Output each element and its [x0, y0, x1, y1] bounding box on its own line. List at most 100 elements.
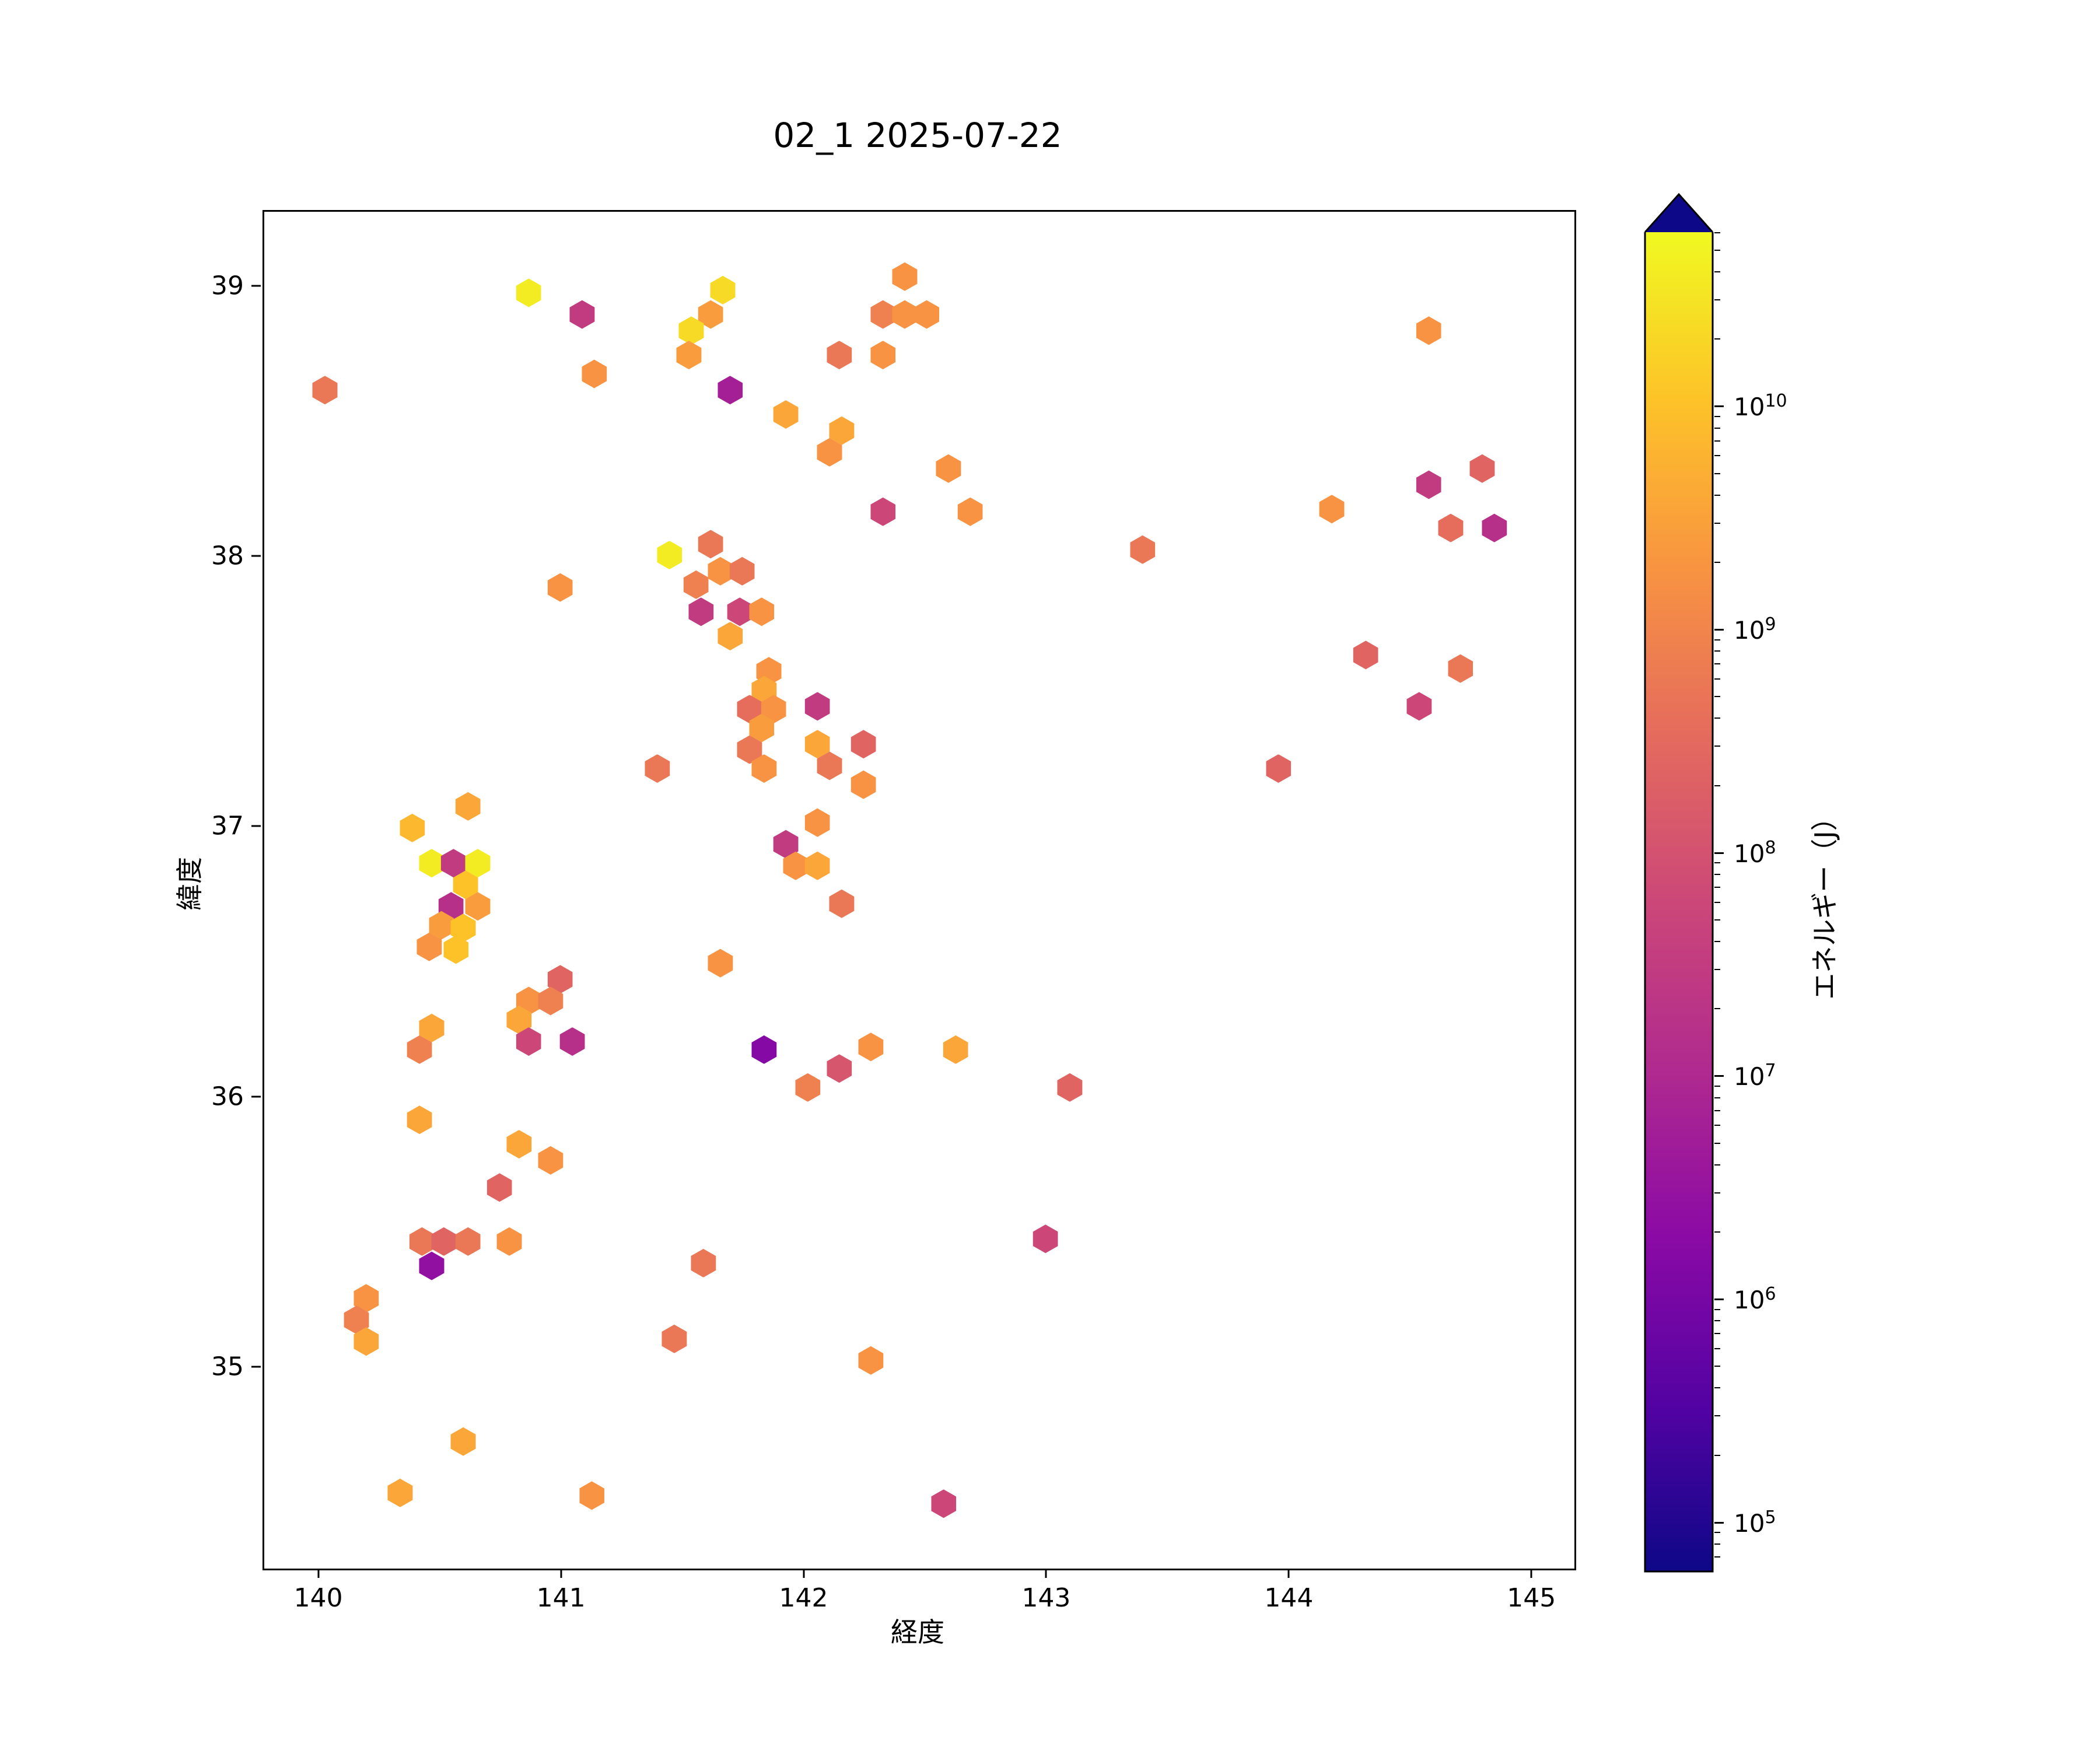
hex-point: [943, 1035, 968, 1064]
colorbar-minor-tick-mark: [1714, 1125, 1720, 1126]
hex-point: [407, 1105, 432, 1135]
colorbar-minor-tick-mark: [1714, 862, 1720, 864]
hex-point: [409, 1227, 435, 1256]
colorbar-tick-mark: [1714, 1075, 1724, 1077]
colorbar-tick-label: 1010: [1734, 391, 1787, 422]
hex-point: [718, 622, 743, 650]
hex-point: [419, 849, 444, 878]
colorbar-minor-tick-mark: [1714, 663, 1720, 665]
colorbar-minor-tick-mark: [1714, 1415, 1720, 1417]
colorbar-minor-tick-mark: [1714, 901, 1720, 903]
colorbar-tick-label: 105: [1734, 1507, 1776, 1538]
hex-point: [827, 341, 852, 370]
hex-point: [579, 1481, 604, 1510]
y-tick-mark: [251, 285, 261, 287]
hex-point: [727, 597, 752, 626]
colorbar-minor-tick-mark: [1714, 718, 1720, 719]
hex-point: [400, 813, 425, 842]
colorbar-minor-tick-mark: [1714, 1008, 1720, 1010]
colorbar-minor-tick-mark: [1714, 250, 1720, 251]
x-tick-label: 143: [1021, 1583, 1071, 1613]
colorbar-minor-tick-mark: [1714, 1543, 1720, 1545]
colorbar-minor-tick-mark: [1714, 1110, 1720, 1111]
y-tick-label: 35: [211, 1352, 244, 1382]
hex-point: [850, 730, 876, 759]
hex-point: [936, 454, 961, 483]
hex-point: [1130, 535, 1156, 564]
hex-point: [582, 359, 607, 388]
colorbar-minor-tick-mark: [1714, 522, 1720, 524]
hex-point: [751, 1035, 777, 1064]
y-tick-label: 39: [211, 271, 244, 301]
colorbar-minor-tick-mark: [1714, 494, 1720, 496]
colorbar-minor-tick-mark: [1714, 873, 1720, 875]
colorbar-outline: [1644, 232, 1714, 1573]
colorbar-tick-label: 106: [1734, 1284, 1776, 1315]
hex-point: [1482, 513, 1507, 542]
hex-point: [892, 300, 918, 329]
hex-point: [1448, 654, 1473, 683]
x-tick-label: 142: [779, 1583, 828, 1613]
hex-point: [870, 300, 896, 329]
hex-point: [858, 1032, 884, 1062]
hex-point: [1057, 1073, 1083, 1102]
y-axis-label: 緯度: [174, 857, 205, 911]
colorbar-minor-tick-mark: [1714, 1454, 1720, 1456]
colorbar-tick-mark: [1714, 852, 1724, 854]
hex-point: [1353, 640, 1378, 670]
x-tick-label: 144: [1264, 1583, 1314, 1613]
hex-point: [487, 1173, 512, 1202]
colorbar-minor-tick-mark: [1714, 1333, 1720, 1335]
colorbar-minor-tick-mark: [1714, 639, 1720, 640]
y-tick-mark: [251, 1366, 261, 1368]
colorbar-tick-label: 108: [1734, 837, 1776, 868]
hex-point: [547, 573, 573, 602]
colorbar-minor-tick-mark: [1714, 1556, 1720, 1558]
hex-point: [431, 1227, 457, 1256]
colorbar-minor-tick-mark: [1714, 232, 1720, 233]
colorbar-minor-tick-mark: [1714, 785, 1720, 786]
colorbar-tick-mark: [1714, 1298, 1724, 1301]
hex-point: [1266, 754, 1292, 783]
colorbar-minor-tick-mark: [1714, 1366, 1720, 1367]
colorbar-minor-tick-mark: [1714, 455, 1720, 457]
colorbar-minor-tick-mark: [1714, 1164, 1720, 1166]
y-tick-label: 38: [211, 541, 244, 571]
x-axis-label: 経度: [891, 1616, 944, 1648]
colorbar-minor-tick-mark: [1714, 338, 1720, 340]
x-tick-mark: [317, 1569, 320, 1578]
colorbar-gradient: [1645, 232, 1713, 1572]
hex-point: [645, 754, 670, 783]
colorbar-minor-tick-mark: [1714, 1348, 1720, 1350]
x-tick-mark: [560, 1569, 562, 1578]
x-tick-label: 141: [536, 1583, 586, 1613]
hex-point: [892, 262, 918, 291]
hex-point: [455, 792, 481, 821]
colorbar-tick-mark: [1714, 405, 1724, 408]
hex-point: [773, 400, 799, 429]
hex-point: [450, 1427, 476, 1456]
hex-point: [710, 275, 736, 304]
y-tick-mark: [251, 1096, 261, 1098]
colorbar-tick-label: 107: [1734, 1060, 1776, 1091]
colorbar-label: エネルギー（J）: [1809, 804, 1840, 1000]
hex-point: [688, 597, 714, 626]
colorbar-minor-tick-mark: [1714, 968, 1720, 970]
hex-point: [516, 278, 541, 307]
colorbar-tick-mark: [1714, 629, 1724, 631]
hex-point: [1416, 316, 1441, 345]
hex-point: [858, 1346, 884, 1375]
colorbar-minor-tick-mark: [1714, 941, 1720, 943]
hex-point: [657, 541, 682, 569]
hex-point: [1406, 692, 1432, 721]
y-tick-mark: [251, 825, 261, 827]
colorbar-minor-tick-mark: [1714, 440, 1720, 442]
colorbar-minor-tick-mark: [1714, 1387, 1720, 1389]
hex-point: [506, 1130, 532, 1158]
colorbar-minor-tick-mark: [1714, 887, 1720, 888]
hex-point: [538, 1146, 564, 1175]
colorbar-minor-tick-mark: [1714, 1308, 1720, 1310]
hex-point: [829, 889, 855, 918]
hex-point: [718, 376, 743, 405]
hex-point: [1438, 513, 1464, 542]
